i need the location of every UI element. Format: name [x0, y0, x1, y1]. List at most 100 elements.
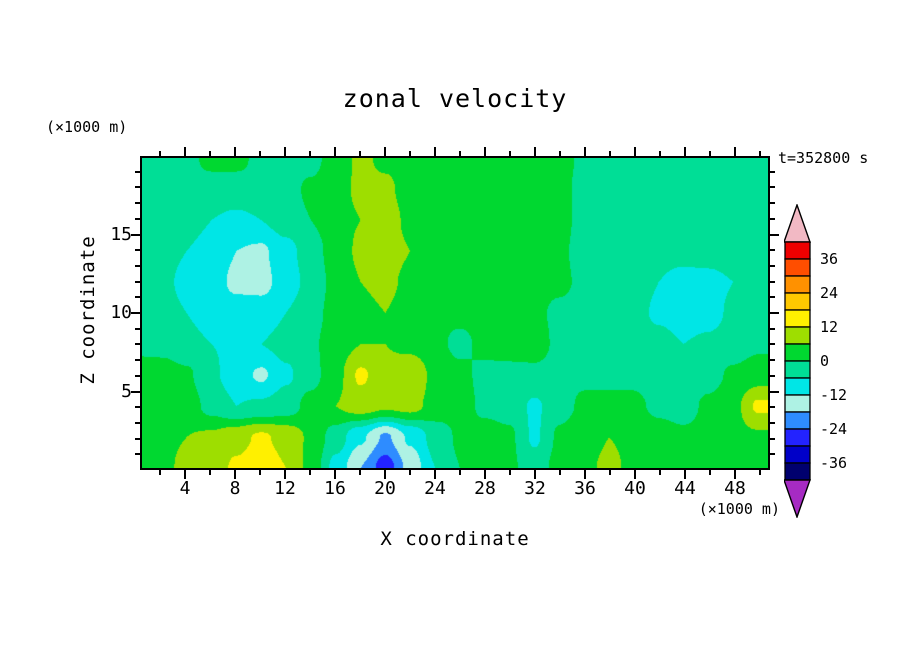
z-axis-tick: [135, 359, 140, 362]
x-axis-tick: [684, 470, 686, 479]
x-axis-tick: [234, 147, 236, 156]
x-axis-tick: [259, 151, 261, 156]
x-tick-label: 44: [674, 478, 696, 499]
x-axis-tick: [509, 470, 511, 475]
z-axis-tick: [135, 296, 140, 299]
x-axis-tick: [159, 470, 161, 475]
colorbar-band: [784, 292, 811, 311]
x-axis-tick: [409, 151, 411, 156]
x-axis-tick: [384, 470, 386, 479]
x-axis-tick: [259, 470, 261, 475]
colorbar-band: [784, 462, 811, 481]
x-axis-title: X coordinate: [380, 528, 530, 550]
x-axis-tick: [634, 147, 636, 156]
colorbar-tick-label: 12: [820, 318, 838, 336]
z-axis-tick: [135, 406, 140, 409]
x-axis-tick: [459, 151, 461, 156]
z-axis-tick: [135, 249, 140, 252]
x-axis-tick: [184, 470, 186, 479]
z-axis-tick: [770, 186, 775, 189]
x-tick-label: 48: [724, 478, 746, 499]
z-axis-tick: [131, 390, 140, 393]
colorbar-band: [784, 241, 811, 260]
z-tick-label: 15: [110, 223, 132, 245]
x-tick-label: 4: [179, 478, 191, 499]
colorbar-tick-label: -12: [820, 386, 847, 404]
x-axis-tick: [309, 151, 311, 156]
z-axis-tick: [770, 202, 775, 205]
z-axis-tick: [135, 343, 140, 346]
x-axis-tick: [334, 470, 336, 479]
z-tick-label: 10: [110, 302, 132, 323]
colorbar-under-arrow: [783, 479, 811, 520]
x-axis-tick: [734, 147, 736, 156]
x-tick-label: 32: [524, 478, 546, 499]
z-axis-tick: [135, 217, 140, 220]
z-axis-tick: [770, 390, 779, 393]
x-axis-tick: [184, 147, 186, 156]
x-axis-tick: [609, 470, 611, 475]
x-axis-tick: [284, 147, 286, 156]
colorbar-tick-label: 24: [820, 284, 838, 302]
x-axis-tick: [684, 147, 686, 156]
z-axis-tick: [770, 170, 775, 173]
z-axis-tick: [135, 280, 140, 283]
x-axis-tick: [459, 470, 461, 475]
z-axis-tick: [131, 312, 140, 314]
x-axis-tick: [759, 470, 761, 475]
colorbar-tick-label: 36: [820, 250, 838, 268]
x-axis-tick: [609, 151, 611, 156]
x-axis-tick: [559, 470, 561, 475]
colorbar-band: [784, 411, 811, 430]
z-axis-unit-label: (×1000 m): [46, 118, 128, 136]
z-axis-tick: [770, 233, 779, 236]
z-axis-tick: [770, 374, 775, 377]
x-axis-unit-label: (×1000 m): [698, 500, 780, 518]
x-axis-tick: [484, 470, 486, 479]
z-axis-tick: [135, 264, 140, 267]
colorbar: 36 24 12 0 -12 -24 -36: [783, 202, 860, 522]
x-axis-tick: [209, 470, 211, 475]
z-axis-tick: [135, 421, 140, 424]
x-axis-tick: [434, 470, 436, 479]
x-axis-tick: [534, 470, 536, 479]
z-axis-tick: [770, 327, 775, 330]
z-axis-tick: [770, 312, 779, 314]
z-axis-tick: [135, 186, 140, 189]
z-axis-tick: [770, 280, 775, 283]
z-axis-tick: [770, 406, 775, 409]
colorbar-band: [784, 394, 811, 413]
z-axis-tick: [135, 202, 140, 205]
colorbar-tick-label: -24: [820, 420, 847, 438]
z-axis-tick: [770, 249, 775, 252]
colorbar-over-arrow: [783, 202, 811, 243]
z-axis-tick: [135, 437, 140, 440]
z-axis-tick: [770, 421, 775, 424]
colorbar-tick-label: 0: [820, 352, 829, 370]
z-axis-tick: [770, 437, 775, 440]
x-axis-tick: [159, 151, 161, 156]
colorbar-band: [784, 377, 811, 396]
x-axis-tick: [309, 470, 311, 475]
colorbar-tick-label: -36: [820, 454, 847, 472]
z-tick-label: 5: [121, 380, 132, 402]
colorbar-svg: 36 24 12 0 -12 -24 -36: [783, 202, 847, 520]
x-axis-tick: [484, 147, 486, 156]
x-axis-tick: [709, 470, 711, 475]
z-axis-tick: [135, 327, 140, 330]
colorbar-band: [784, 428, 811, 447]
z-axis-tick: [770, 264, 775, 267]
time-label: t=352800 s: [778, 149, 869, 167]
z-axis-tick: [135, 453, 140, 456]
x-axis-tick: [409, 470, 411, 475]
x-axis-tick: [759, 151, 761, 156]
z-axis-tick: [770, 359, 775, 362]
x-tick-label: 20: [374, 478, 396, 499]
x-axis-tick: [734, 470, 736, 479]
x-axis-tick: [284, 470, 286, 479]
z-axis-tick: [770, 343, 775, 346]
chart-title: zonal velocity: [342, 84, 568, 113]
x-axis-tick: [659, 151, 661, 156]
z-axis-tick: [770, 217, 775, 220]
